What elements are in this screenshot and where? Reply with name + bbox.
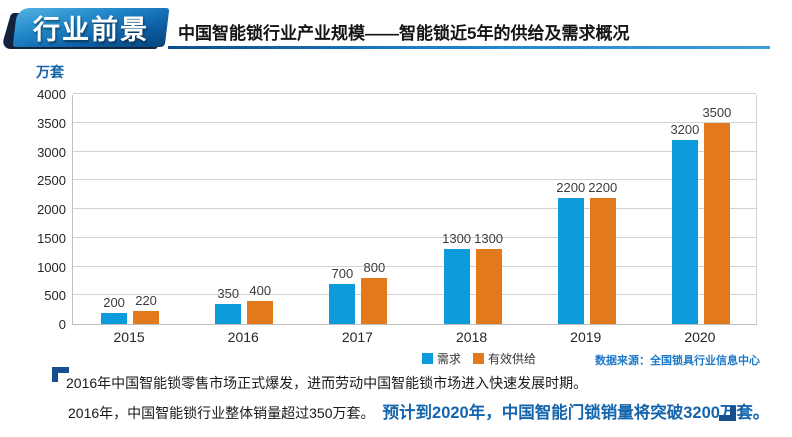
bar-需求-2016 [215, 303, 242, 324]
plot-area: 200 220 350 400 700 800 1300 1300 2200 2200 3200 35… [72, 93, 757, 325]
bar-value-label: 700 [331, 265, 354, 281]
bar-需求-2019 [557, 197, 584, 324]
title-underline [168, 46, 770, 49]
gridline [73, 265, 756, 267]
data-source-note: 数据来源：全国锁具行业信息中心 [595, 355, 760, 367]
bar-有效供给-2017 [361, 278, 388, 324]
bar-value-label: 1300 [474, 231, 504, 247]
y-tick-label: 3000 [37, 144, 66, 160]
chart-legend: 需求 有效供给 [422, 350, 536, 367]
x-tick-label: 2016 [227, 329, 259, 345]
supply-swatch-icon [473, 353, 485, 364]
gridline [73, 179, 756, 181]
footnote-line2-black: 2016年，中国智能锁行业整体销量超过350万套。 [68, 405, 375, 421]
bar-value-label: 220 [135, 293, 157, 309]
bar-value-label: 350 [217, 285, 240, 301]
gridline [73, 121, 756, 123]
x-axis: 2015 2016 2017 2018 2019 2020 [72, 329, 757, 347]
gridline [73, 294, 756, 296]
legend-item-demand: 需求 [422, 350, 461, 367]
bar-需求-2018 [443, 249, 470, 324]
footnote-line2: 2016年，中国智能锁行业整体销量超过350万套。 预计到2020年，中国智能门… [68, 399, 769, 423]
x-tick-label: 2017 [341, 329, 373, 345]
y-tick-label: 3500 [37, 115, 66, 131]
legend-label-demand: 需求 [437, 352, 462, 366]
bar-value-label: 1300 [442, 231, 472, 247]
footnote-line1: 2016年中国智能锁零售市场正式爆发，进而劳动中国智能锁市场进入快速发展时期。 [66, 375, 588, 391]
x-tick-label: 2020 [684, 329, 716, 345]
bar-value-label: 3500 [702, 104, 732, 120]
bar-value-label: 800 [363, 260, 386, 275]
demand-swatch-icon [422, 353, 433, 364]
section-banner-label: 行业前景 [33, 15, 149, 45]
y-tick-label: 2000 [37, 202, 66, 217]
gridline [73, 93, 756, 94]
legend-item-supply: 有效供给 [473, 350, 536, 367]
bar-value-label: 400 [249, 283, 272, 298]
bar-有效供给-2015 [133, 311, 160, 324]
y-tick-label: 1500 [37, 230, 66, 246]
y-axis: 0 500 1000 1500 2000 2500 3000 3500 4000 [20, 87, 66, 332]
bar-需求-2015 [101, 312, 128, 324]
section-banner: 行业前景 [12, 8, 170, 47]
bar-value-label: 2200 [556, 179, 586, 195]
quote-bracket-bottom-right [719, 406, 736, 421]
y-tick-label: 0 [58, 317, 66, 332]
bar-有效供给-2020 [703, 122, 730, 324]
bar-value-label: 200 [103, 294, 125, 310]
gridline [73, 150, 756, 152]
y-tick-label: 4000 [37, 87, 66, 102]
x-tick-label: 2018 [456, 329, 488, 345]
gridline [73, 236, 756, 238]
y-tick-label: 500 [44, 288, 66, 304]
y-tick-label: 1000 [37, 259, 66, 275]
footnote-line2-highlight: 预计到2020年，中国智能门锁销量将突破3200万套。 [382, 404, 770, 422]
quote-bracket-top-left [52, 367, 69, 382]
y-tick-label: 2500 [37, 173, 66, 189]
bar-有效供给-2016 [247, 301, 274, 324]
x-tick-label: 2019 [570, 329, 602, 345]
y-axis-unit-label: 万套 [36, 64, 64, 80]
bar-value-label: 3200 [670, 122, 700, 137]
bar-value-label: 2200 [588, 179, 618, 195]
bar-需求-2017 [329, 283, 356, 324]
gridline [73, 208, 756, 209]
legend-label-supply: 有效供给 [488, 352, 537, 366]
bar-有效供给-2019 [589, 197, 616, 324]
page-title: 中国智能锁行业产业规模——智能锁近5年的供给及需求概况 [178, 24, 630, 43]
bar-需求-2020 [671, 140, 698, 324]
bar-有效供给-2018 [475, 249, 502, 324]
x-tick-label: 2015 [113, 329, 145, 345]
